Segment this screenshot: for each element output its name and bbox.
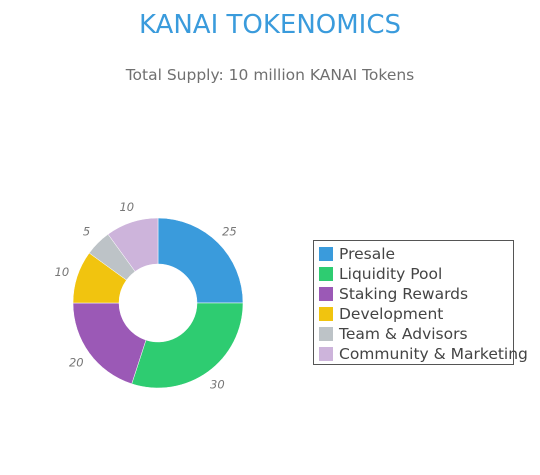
data-label-team-advisors: 5	[83, 225, 90, 239]
legend-swatch	[319, 347, 333, 361]
legend-swatch	[319, 267, 333, 281]
legend-label: Community & Marketing	[339, 345, 528, 363]
chart-subtitle: Total Supply: 10 million KANAI Tokens	[125, 66, 415, 84]
legend-swatch	[319, 247, 333, 261]
data-label-community-marketing: 10	[119, 200, 134, 214]
data-label-presale: 25	[222, 225, 237, 239]
slice-community-marketing[interactable]	[107, 217, 159, 272]
data-label-liquidity-pool: 30	[210, 378, 225, 392]
legend-label: Team & Advisors	[339, 325, 468, 343]
legend-label: Presale	[339, 245, 396, 263]
data-label-staking-rewards: 20	[69, 355, 84, 369]
legend-item[interactable]: Staking Rewards	[319, 284, 513, 304]
legend-label: Staking Rewards	[339, 285, 469, 303]
legend-swatch	[319, 307, 333, 321]
slice-staking-rewards[interactable]	[72, 302, 147, 385]
legend-swatch	[319, 327, 333, 341]
legend-item[interactable]: Team & Advisors	[319, 324, 513, 344]
legend-swatch	[319, 287, 333, 301]
chart-legend: Presale Liquidity Pool Staking Rewards Deve…	[313, 240, 528, 365]
data-label-development: 10	[55, 265, 70, 279]
legend-label: Development	[339, 305, 444, 323]
chart-title: KANAI TOKENOMICS	[138, 10, 402, 40]
legend-item[interactable]: Presale	[319, 244, 513, 264]
slice-presale[interactable]	[157, 217, 244, 304]
legend-item[interactable]: Community & Marketing	[319, 344, 528, 364]
slice-liquidity-pool[interactable]	[131, 302, 244, 389]
legend-item[interactable]: Development	[319, 304, 513, 324]
legend-label: Liquidity Pool	[339, 265, 443, 283]
legend-item[interactable]: Liquidity Pool	[319, 264, 513, 284]
